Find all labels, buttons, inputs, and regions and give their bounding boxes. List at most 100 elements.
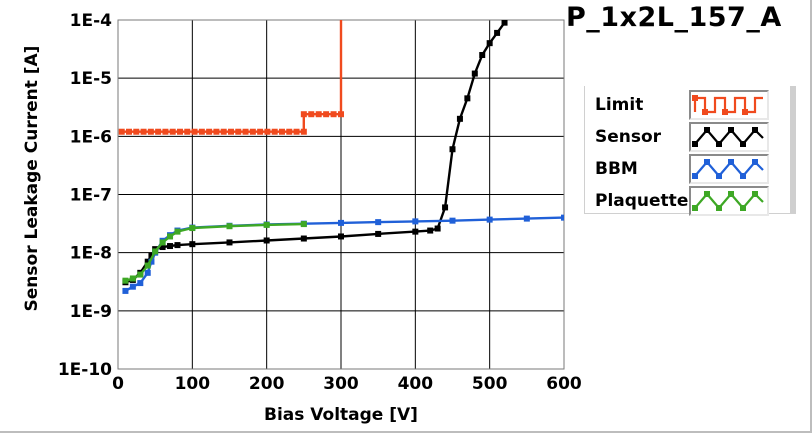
data-point bbox=[167, 243, 174, 250]
x-tick-label: 300 bbox=[323, 374, 359, 394]
legend-marker bbox=[742, 109, 748, 115]
data-point bbox=[486, 40, 493, 47]
legend-swatch[interactable] bbox=[689, 186, 769, 216]
plot-title: P_1x2L_157_A bbox=[566, 2, 782, 33]
legend-marker bbox=[692, 205, 698, 211]
data-point bbox=[375, 219, 382, 226]
data-point bbox=[122, 277, 129, 284]
data-point bbox=[148, 258, 155, 265]
data-point bbox=[137, 271, 144, 278]
data-point bbox=[338, 111, 344, 118]
series-limit bbox=[118, 20, 344, 135]
legend-label: Sensor bbox=[595, 127, 662, 147]
data-point bbox=[293, 128, 300, 135]
data-point bbox=[449, 217, 456, 224]
data-point bbox=[206, 128, 213, 135]
data-point bbox=[501, 20, 508, 26]
data-point bbox=[189, 225, 196, 232]
series-layer bbox=[118, 20, 564, 294]
data-point bbox=[191, 128, 198, 135]
legend-item-bbm[interactable]: BBM bbox=[595, 154, 791, 184]
data-point bbox=[189, 241, 196, 248]
y-axis-title: Sensor Leakage Current [A] bbox=[22, 46, 42, 312]
data-point bbox=[323, 111, 330, 118]
y-tick-label: 1E-8 bbox=[70, 244, 112, 264]
data-point bbox=[412, 218, 419, 225]
legend-marker bbox=[728, 191, 734, 197]
data-point bbox=[159, 239, 166, 246]
data-point bbox=[257, 128, 264, 135]
data-point bbox=[133, 128, 140, 135]
legend-marker bbox=[752, 191, 758, 197]
data-point bbox=[263, 237, 270, 244]
data-point bbox=[442, 204, 449, 211]
data-point bbox=[449, 146, 456, 153]
data-point bbox=[220, 128, 227, 135]
y-tick-label: 1E-6 bbox=[70, 127, 112, 147]
data-point bbox=[427, 227, 434, 234]
legend-swatch[interactable] bbox=[689, 154, 769, 184]
x-tick-label: 600 bbox=[546, 374, 582, 394]
legend[interactable]: Limit Sensor BBM Plaquette bbox=[584, 86, 796, 216]
data-point bbox=[129, 275, 136, 282]
data-point bbox=[226, 239, 233, 246]
data-point bbox=[412, 228, 419, 235]
x-tick-label: 0 bbox=[112, 374, 124, 394]
legend-marker bbox=[740, 173, 746, 179]
data-point bbox=[494, 29, 501, 36]
legend-marker bbox=[692, 95, 698, 101]
legend-marker bbox=[692, 173, 698, 179]
x-tick-label: 500 bbox=[472, 374, 508, 394]
x-tick-label: 400 bbox=[398, 374, 434, 394]
data-point bbox=[338, 219, 344, 226]
data-point bbox=[242, 128, 249, 135]
data-point bbox=[174, 242, 181, 249]
data-point bbox=[176, 128, 183, 135]
legend-marker bbox=[740, 141, 746, 147]
data-point bbox=[144, 269, 151, 276]
data-point bbox=[144, 258, 151, 265]
legend-swatch[interactable] bbox=[689, 122, 769, 152]
y-axis-ticks: 1E-4 1E-5 1E-6 1E-7 1E-8 1E-9 1E-10 bbox=[58, 11, 112, 380]
data-point bbox=[213, 128, 220, 135]
y-tick-label: 1E-5 bbox=[70, 69, 112, 89]
data-point bbox=[140, 128, 147, 135]
x-tick-label: 100 bbox=[175, 374, 211, 394]
legend-marker bbox=[716, 173, 722, 179]
legend-item-limit[interactable]: Limit bbox=[595, 90, 791, 120]
data-point bbox=[300, 111, 307, 118]
data-point bbox=[263, 221, 270, 228]
data-point bbox=[434, 225, 441, 232]
y-tick-label: 1E-7 bbox=[70, 186, 112, 206]
x-axis-ticks: 0 100 200 300 400 500 600 bbox=[112, 374, 582, 394]
legend-marker bbox=[722, 109, 728, 115]
legend-marker bbox=[704, 191, 710, 197]
legend-scrollbar[interactable] bbox=[790, 86, 796, 213]
legend-item-plaquette[interactable]: Plaquette bbox=[595, 186, 791, 216]
data-point bbox=[330, 111, 337, 118]
legend-item-sensor[interactable]: Sensor bbox=[595, 122, 791, 152]
data-point bbox=[152, 248, 159, 255]
data-point bbox=[174, 228, 181, 235]
legend-marker bbox=[740, 205, 746, 211]
data-point bbox=[169, 128, 176, 135]
legend-marker bbox=[716, 205, 722, 211]
data-point bbox=[338, 233, 344, 240]
y-tick-label: 1E-4 bbox=[70, 11, 112, 31]
legend-marker bbox=[704, 159, 710, 165]
data-point bbox=[227, 128, 234, 135]
data-point bbox=[561, 214, 564, 221]
data-point bbox=[486, 216, 493, 223]
data-point bbox=[300, 235, 307, 242]
data-point bbox=[184, 128, 191, 135]
legend-label: Limit bbox=[595, 95, 644, 115]
data-point bbox=[271, 128, 278, 135]
y-tick-label: 1E-10 bbox=[58, 360, 112, 380]
data-point bbox=[118, 128, 125, 135]
legend-swatch[interactable] bbox=[689, 90, 769, 120]
legend-marker bbox=[728, 127, 734, 133]
series-plaquette bbox=[122, 221, 307, 284]
data-point bbox=[155, 128, 162, 135]
data-point bbox=[286, 128, 293, 135]
